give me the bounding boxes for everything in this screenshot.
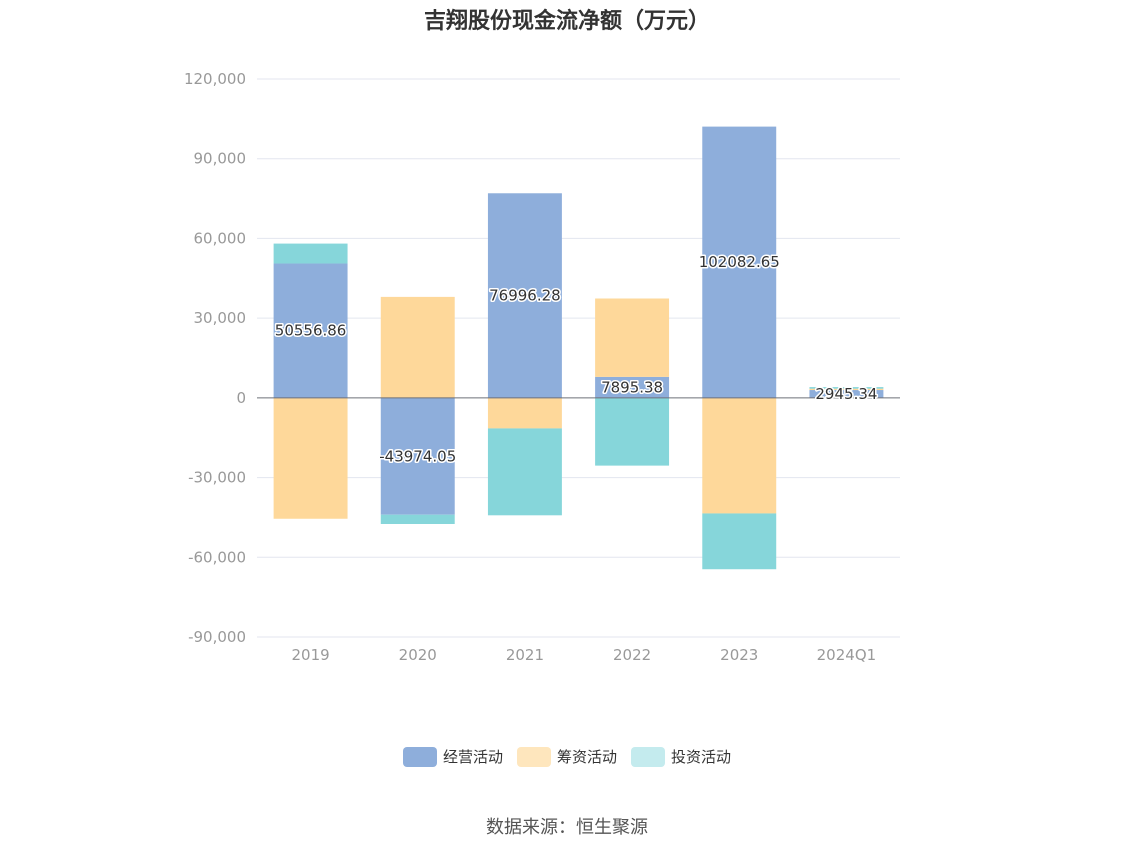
y-tick-label: 0 bbox=[236, 389, 246, 407]
data-label: 102082.65 bbox=[699, 253, 780, 271]
x-tick-label: 2021 bbox=[506, 646, 544, 664]
data-label: 7895.38 bbox=[601, 378, 663, 396]
data-label-layer: 50556.86 -43974.05 76996.28 7895.38 102082.6… bbox=[273, 252, 879, 467]
data-label: 2945.34 bbox=[815, 385, 877, 403]
bar-layer bbox=[273, 126, 884, 570]
bar-投资活动-2022 bbox=[595, 397, 670, 466]
legend-item[interactable]: 投资活动 bbox=[631, 746, 731, 767]
bar-筹资活动-2024Q1 bbox=[809, 388, 884, 391]
bar-投资活动-2024Q1 bbox=[809, 387, 884, 389]
legend-label: 经营活动 bbox=[442, 748, 503, 766]
bar-筹资活动-2020 bbox=[380, 296, 455, 398]
data-label: -43974.05 bbox=[379, 447, 456, 465]
legend: 经营活动 筹资活动 投资活动 bbox=[0, 746, 1134, 767]
bar-投资活动-2019 bbox=[273, 243, 348, 264]
y-tick-label: 30,000 bbox=[194, 309, 247, 327]
y-tick-label: -60,000 bbox=[188, 548, 246, 566]
bar-筹资活动-2019 bbox=[273, 397, 348, 519]
x-tick-label: 2019 bbox=[291, 646, 329, 664]
data-label: 76996.28 bbox=[489, 287, 561, 305]
data-source: 数据来源：恒生聚源 bbox=[486, 817, 648, 838]
legend-item[interactable]: 筹资活动 bbox=[516, 746, 617, 767]
bar-经营活动-2023 bbox=[702, 126, 777, 398]
bar-筹资活动-2023 bbox=[702, 397, 777, 514]
x-tick-label: 2024Q1 bbox=[817, 646, 877, 664]
bar-经营活动-2022 bbox=[595, 376, 670, 398]
bar-经营活动-2019 bbox=[273, 263, 348, 398]
y-tick-label: -90,000 bbox=[188, 628, 246, 646]
bar-投资活动-2020 bbox=[380, 514, 455, 525]
grid-layer bbox=[257, 78, 900, 638]
legend-item[interactable]: 经营活动 bbox=[402, 746, 503, 767]
bar-经营活动-2020 bbox=[380, 397, 455, 515]
chart-title: 吉翔股份现金流净额（万元） bbox=[423, 9, 710, 34]
bar-筹资活动-2022 bbox=[595, 298, 670, 377]
legend-swatch bbox=[516, 746, 551, 767]
y-tick-label: -30,000 bbox=[188, 469, 246, 487]
bar-投资活动-2023 bbox=[702, 513, 777, 570]
y-tick-label: 90,000 bbox=[194, 150, 247, 168]
x-tick-label: 2022 bbox=[613, 646, 651, 664]
bar-投资活动-2021 bbox=[487, 428, 562, 516]
axis-layer: -90,000 -60,000 -30,000 0 30,000 60,000 90,000… bbox=[184, 70, 900, 664]
legend-swatch bbox=[631, 746, 665, 767]
legend-swatch bbox=[402, 746, 437, 767]
bar-筹资活动-2021 bbox=[487, 397, 562, 429]
legend-label: 投资活动 bbox=[671, 748, 732, 766]
bar-经营活动-2024Q1 bbox=[809, 390, 884, 398]
legend-label: 筹资活动 bbox=[556, 748, 617, 766]
y-tick-label: 120,000 bbox=[184, 70, 246, 88]
y-tick-label: 60,000 bbox=[194, 229, 247, 247]
data-label: 50556.86 bbox=[275, 322, 347, 340]
x-tick-label: 2023 bbox=[720, 646, 758, 664]
x-tick-label: 2020 bbox=[399, 646, 437, 664]
bar-经营活动-2021 bbox=[487, 193, 562, 398]
